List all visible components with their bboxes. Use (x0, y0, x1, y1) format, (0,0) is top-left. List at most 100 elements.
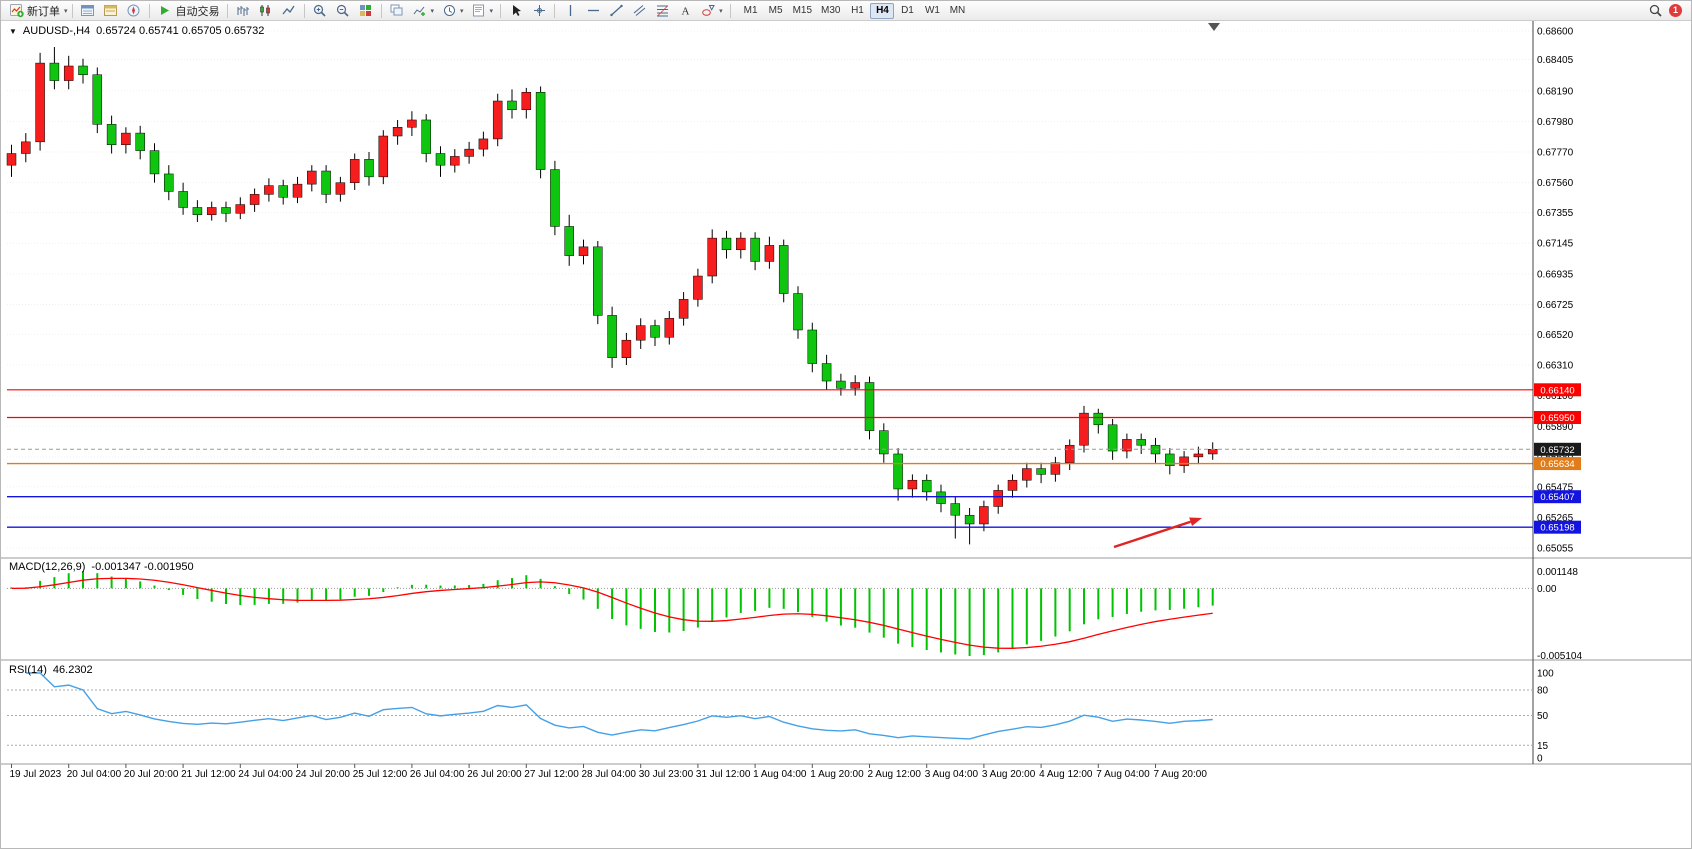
price-tick-label: 0.66100 (1537, 391, 1574, 402)
candle-body (507, 100, 517, 111)
bar-chart-button[interactable] (232, 2, 254, 20)
templates-caret-icon: ▾ (489, 7, 494, 15)
shapes-caret-icon: ▾ (719, 7, 723, 15)
candle-body (63, 65, 74, 81)
trendline-button[interactable] (605, 2, 627, 20)
horizontal-line-button[interactable] (582, 2, 604, 20)
crosshair-button[interactable] (528, 2, 550, 20)
time-tick-label: 24 Jul 04:00 (238, 769, 293, 780)
timeframe-M30[interactable]: M30 (817, 3, 844, 19)
price-tag (1534, 411, 1581, 425)
autotrading-label: 自动交易 (175, 5, 220, 18)
candle-body (135, 132, 145, 151)
candle-body (750, 237, 760, 262)
templates-button[interactable]: ▾ (468, 2, 497, 20)
new-order-icon (8, 3, 24, 19)
new-order-caret-icon[interactable]: ▾ (64, 7, 68, 15)
periods-caret-icon: ▾ (460, 7, 464, 15)
price-tick-label: 0.65055 (1537, 544, 1574, 555)
macd-signal-line (11, 577, 1213, 649)
channel-button[interactable] (628, 2, 650, 20)
price-tick-label: 0.65890 (1537, 422, 1574, 433)
price-tick-label: 0.66725 (1537, 300, 1574, 311)
candle-body (192, 207, 203, 216)
timeframe-D1[interactable]: D1 (895, 3, 919, 19)
candle-body (550, 169, 560, 227)
line-chart-button[interactable] (278, 2, 300, 20)
timeframe-H1[interactable]: H1 (845, 3, 869, 19)
tile-windows-button[interactable] (355, 2, 377, 20)
toolbar-separator (500, 3, 502, 18)
price-tag (1534, 442, 1581, 456)
timeframe-MN[interactable]: MN (945, 3, 969, 19)
shapes-icon (700, 3, 716, 19)
candle-body (1007, 479, 1018, 491)
candle-body (864, 382, 875, 431)
price-tag-label: 0.65634 (1540, 459, 1574, 470)
cascade-windows-button[interactable] (386, 2, 408, 20)
arrow-annotation[interactable] (1113, 520, 1191, 549)
chart-shift-marker[interactable] (1208, 23, 1220, 31)
timeframe-M1[interactable]: M1 (739, 3, 763, 19)
time-tick-label: 21 Jul 12:00 (181, 769, 236, 780)
candle-body (149, 150, 160, 175)
candle-body (764, 245, 775, 262)
candle-body (6, 153, 17, 166)
text-button[interactable]: A (674, 2, 696, 20)
candle-body (206, 207, 217, 216)
ohlc-values: 0.65724 0.65741 0.65705 0.65732 (96, 25, 265, 37)
candle-body (249, 194, 260, 205)
candle-body (1179, 456, 1189, 466)
svg-text:A: A (681, 6, 689, 18)
new-order-button[interactable]: 新订单 (5, 2, 63, 20)
price-tag-label: 0.66140 (1540, 385, 1574, 396)
text-icon: A (677, 3, 693, 19)
candle-body (478, 138, 489, 150)
time-tick-label: 1 Aug 20:00 (810, 769, 864, 780)
zoom-out-button[interactable] (332, 2, 354, 20)
autotrading-button[interactable]: 自动交易 (154, 2, 223, 20)
line-chart-icon (281, 3, 297, 19)
navigator-button[interactable] (123, 2, 145, 20)
cursor-button[interactable] (505, 2, 527, 20)
trendline-icon (608, 3, 624, 19)
time-tick-label: 20 Jul 20:00 (124, 769, 179, 780)
timeframe-H4[interactable]: H4 (870, 2, 895, 19)
toolbar-separator (226, 3, 228, 18)
candle-body (121, 132, 131, 146)
symbol-period-label: AUDUSD-,H4 (22, 25, 91, 37)
data-window-button[interactable] (100, 2, 122, 20)
candle-body (607, 315, 617, 358)
indicators-button[interactable]: ▾ (409, 2, 438, 20)
zoom-in-button[interactable] (309, 2, 331, 20)
candle-body (921, 479, 932, 493)
search-button[interactable] (1644, 2, 1666, 20)
symbol-collapse-icon[interactable]: ▼ (9, 26, 17, 36)
candle-body (707, 237, 717, 277)
notification-badge[interactable]: 1 (1669, 4, 1682, 17)
candle-body (1107, 424, 1118, 452)
arrow-annotation-head[interactable] (1189, 517, 1202, 527)
time-tick-label: 19 Jul 2023 (10, 769, 62, 780)
fibonacci-button[interactable] (651, 2, 673, 20)
periods-button[interactable]: ▾ (438, 2, 467, 20)
candlestick-chart-button[interactable] (255, 2, 277, 20)
timeframe-W1[interactable]: W1 (920, 3, 944, 19)
time-tick-label: 3 Aug 20:00 (982, 769, 1036, 780)
market-watch-button[interactable] (77, 2, 99, 20)
timeframe-M15[interactable]: M15 (789, 3, 816, 19)
navigator-icon (126, 3, 142, 19)
rsi-axis-label: 50 (1537, 711, 1549, 722)
candle-body (1207, 449, 1218, 455)
vertical-line-button[interactable] (559, 2, 581, 20)
time-tick-label: 28 Jul 04:00 (582, 769, 637, 780)
candle-body (979, 506, 989, 525)
timeframe-M5[interactable]: M5 (764, 3, 788, 19)
candle-body (879, 430, 889, 455)
price-tick-label: 0.67355 (1537, 208, 1574, 219)
candle-body (578, 246, 589, 256)
candle-body (235, 204, 246, 214)
vertical-line-icon (562, 3, 578, 19)
shapes-button[interactable]: ▾ (697, 2, 726, 20)
